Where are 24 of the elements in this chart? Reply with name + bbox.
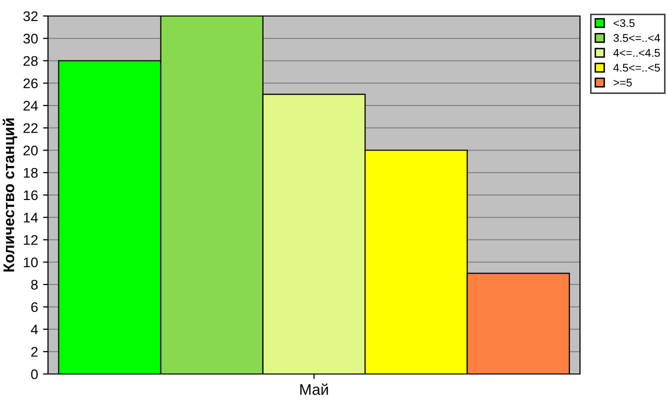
y-tick-label: 26 (24, 78, 38, 88)
y-tick-label: 28 (24, 56, 38, 66)
y-tick-label: 8 (31, 280, 38, 290)
y-tick-label: 4 (30, 324, 38, 334)
y-tick-label: 16 (24, 190, 38, 200)
y-tick-label: 20 (24, 146, 38, 156)
y-tick-label: 14 (24, 212, 38, 222)
legend-label: >=5 (614, 78, 632, 87)
y-axis-title: Количество станций (2, 118, 18, 272)
x-tick-label: Май (300, 383, 328, 395)
legend-label: 3.5<=..<4 (614, 34, 660, 42)
y-tick-label: 12 (24, 235, 38, 245)
y-tick-label: 6 (31, 302, 38, 312)
y-tick-label: 2 (31, 346, 38, 357)
y-tick-label: 30 (23, 34, 38, 44)
legend-label: 4.5<=..<5 (613, 64, 660, 72)
y-tick-label: 24 (24, 100, 38, 111)
y-tick-label: 10 (24, 257, 38, 268)
y-tick-label: 32 (23, 11, 38, 22)
legend-label: <3.5 (614, 19, 635, 28)
y-tick-label: 0 (31, 369, 38, 380)
y-tick-label: 22 (24, 123, 38, 133)
y-tick-label: 18 (24, 168, 38, 178)
legend-label: 4<=..<4.5 (613, 49, 660, 57)
